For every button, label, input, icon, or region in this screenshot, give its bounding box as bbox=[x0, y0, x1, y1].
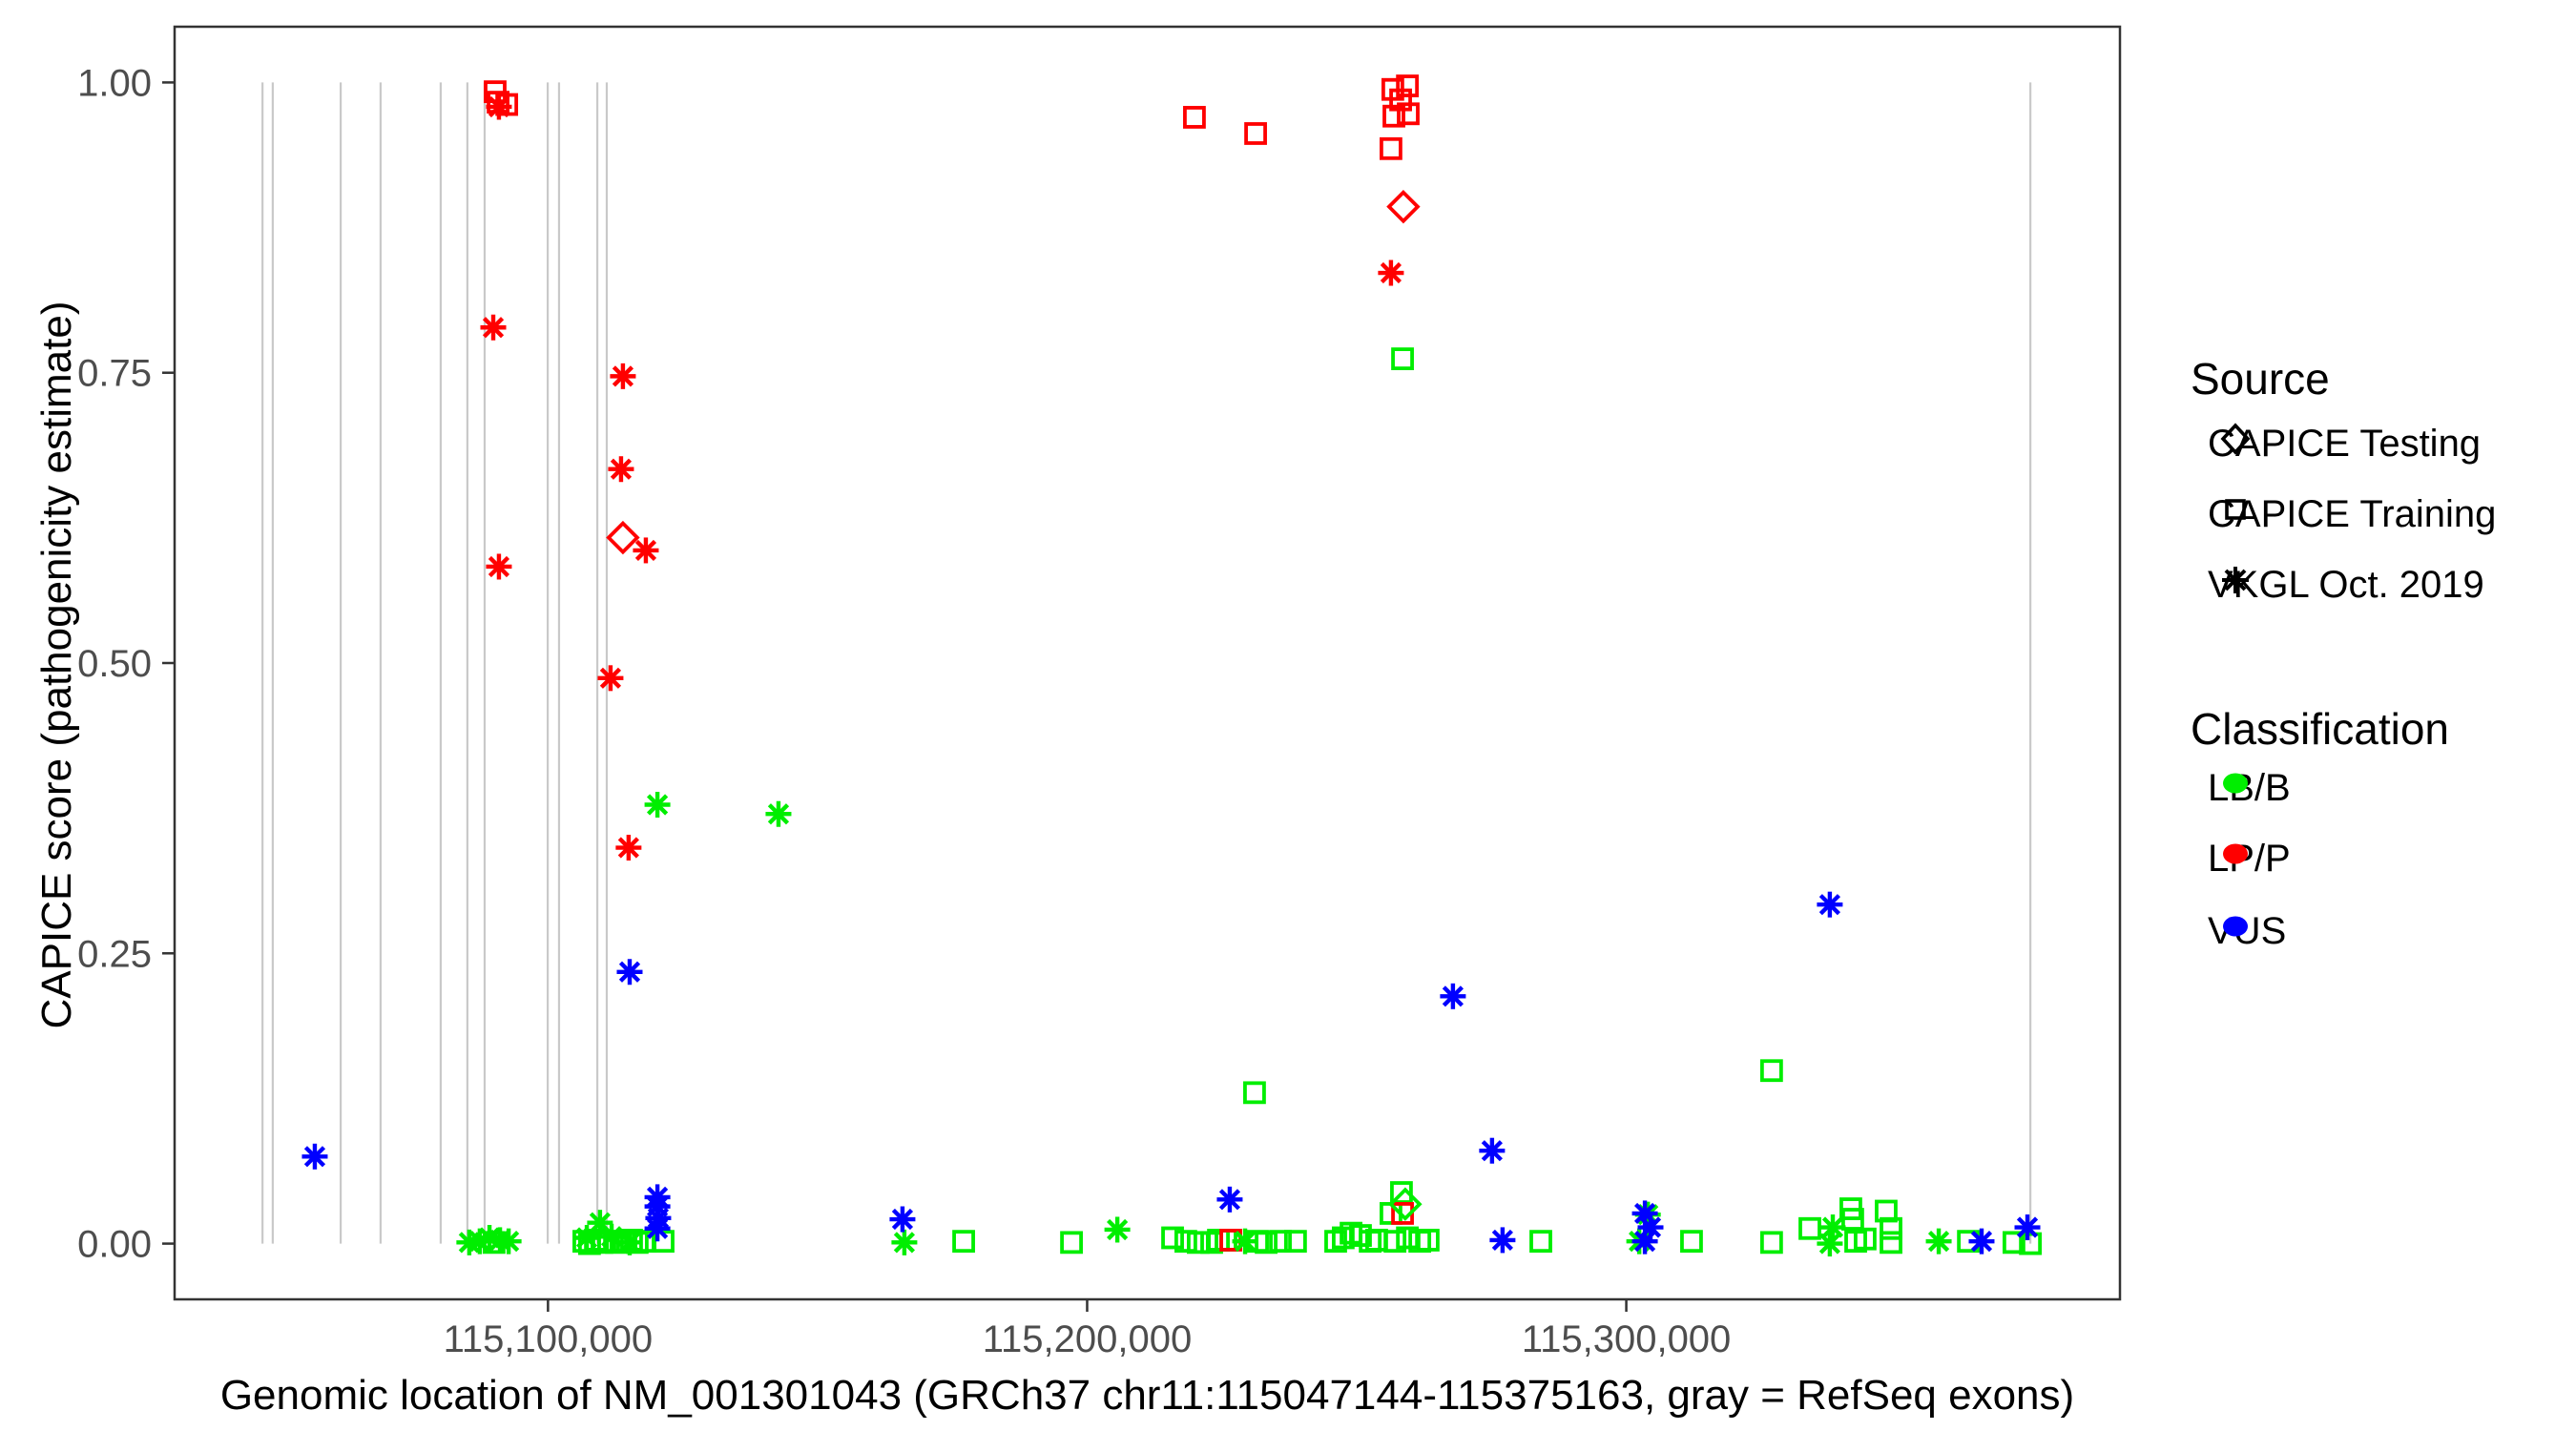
red-dot-icon bbox=[2223, 843, 2248, 864]
data-point-square bbox=[1380, 1202, 1402, 1225]
data-point-diamond bbox=[1386, 189, 1421, 224]
y-tick-label: 0.25 bbox=[77, 933, 152, 975]
data-point-square bbox=[1243, 1081, 1266, 1105]
legend-item-vkgl: VKGL Oct. 2019 bbox=[2185, 550, 2484, 620]
y-axis-title: CAPICE score (pathogenicity estimate) bbox=[33, 301, 80, 1029]
legend-item-lpp: LP/P bbox=[2185, 823, 2291, 894]
legend-item-label: CAPICE Training bbox=[2208, 492, 2497, 535]
data-point-square bbox=[1390, 1181, 1413, 1204]
data-point-asterisk bbox=[1216, 1186, 1243, 1213]
data-point-asterisk bbox=[1489, 1227, 1516, 1254]
data-point-asterisk bbox=[889, 1206, 916, 1233]
y-tick-label: 0.75 bbox=[77, 353, 152, 395]
data-point-asterisk bbox=[2014, 1214, 2041, 1241]
asterisk-key-icon bbox=[2222, 567, 2249, 593]
y-tick-label: 1.00 bbox=[77, 62, 152, 104]
data-point-square bbox=[1382, 104, 1405, 128]
green-dot-icon bbox=[2223, 773, 2248, 794]
data-point-square bbox=[2019, 1232, 2043, 1255]
legend-item-capice-training: CAPICE Training bbox=[2185, 479, 2496, 550]
y-tick-label: 0.00 bbox=[77, 1224, 152, 1266]
data-point-asterisk bbox=[1819, 1214, 1846, 1241]
data-point-square bbox=[1841, 1208, 1864, 1231]
legend-item-label: LP/P bbox=[2208, 837, 2291, 880]
data-point-square bbox=[1396, 74, 1420, 97]
data-point-asterisk bbox=[1479, 1137, 1506, 1164]
data-point-square bbox=[1759, 1059, 1783, 1083]
data-point-asterisk bbox=[495, 1228, 522, 1255]
data-point-asterisk bbox=[1232, 1228, 1258, 1255]
data-point-asterisk bbox=[644, 791, 671, 818]
data-point-asterisk bbox=[1104, 1216, 1131, 1243]
data-point-diamond bbox=[1388, 1187, 1423, 1221]
x-tick-label: 115,100,000 bbox=[444, 1318, 653, 1360]
data-point-asterisk bbox=[610, 363, 636, 389]
data-point-square bbox=[1060, 1231, 1083, 1255]
data-point-square bbox=[952, 1230, 975, 1254]
data-point-square bbox=[1854, 1227, 1877, 1251]
data-point-asterisk bbox=[616, 1229, 643, 1255]
data-point-asterisk bbox=[765, 800, 792, 827]
legend-item-vus: VUS bbox=[2185, 896, 2286, 966]
data-point-square bbox=[1380, 136, 1402, 160]
data-point-square bbox=[1416, 1229, 1440, 1252]
legend-title-source: Source bbox=[2191, 354, 2330, 404]
legend-title-classification: Classification bbox=[2191, 704, 2449, 754]
data-point-asterisk bbox=[597, 665, 624, 692]
legend-item-label: LB/B bbox=[2208, 766, 2291, 809]
data-point-square bbox=[1759, 1231, 1783, 1255]
data-point-asterisk bbox=[573, 1224, 600, 1251]
diamond-key-icon bbox=[2220, 423, 2251, 455]
data-point-asterisk bbox=[608, 456, 634, 483]
data-point-asterisk bbox=[1817, 1231, 1843, 1257]
data-point-asterisk bbox=[486, 93, 512, 120]
data-point-square bbox=[1529, 1230, 1552, 1254]
data-point-asterisk bbox=[598, 1223, 625, 1250]
legend-item-label: VKGL Oct. 2019 bbox=[2208, 563, 2484, 606]
data-point-square bbox=[1269, 1230, 1292, 1254]
y-tick-label: 0.50 bbox=[77, 643, 152, 685]
legend-item-capice-testing: CAPICE Testing bbox=[2185, 408, 2481, 479]
data-point-diamond bbox=[606, 520, 640, 555]
data-point-square bbox=[1183, 106, 1206, 129]
data-point-asterisk bbox=[1968, 1228, 1995, 1255]
square-key-icon bbox=[2225, 499, 2246, 520]
data-point-square bbox=[2002, 1231, 2025, 1255]
data-point-square bbox=[1161, 1226, 1184, 1250]
data-point-asterisk bbox=[1440, 983, 1466, 1009]
data-point-asterisk bbox=[301, 1143, 328, 1170]
data-point-asterisk bbox=[1925, 1228, 1952, 1255]
data-point-asterisk bbox=[486, 553, 512, 580]
legend-item-label: CAPICE Testing bbox=[2208, 422, 2482, 465]
x-tick-label: 115,200,000 bbox=[983, 1318, 1192, 1360]
x-tick-label: 115,300,000 bbox=[1522, 1318, 1731, 1360]
data-point-square bbox=[1283, 1230, 1307, 1254]
data-point-square bbox=[1397, 102, 1420, 126]
data-point-square bbox=[1798, 1216, 1821, 1240]
legend-item-label: VUS bbox=[2208, 909, 2287, 952]
data-point-asterisk bbox=[891, 1229, 918, 1255]
data-point-asterisk bbox=[644, 1215, 671, 1242]
data-point-asterisk bbox=[480, 314, 507, 341]
data-point-square bbox=[1880, 1216, 1902, 1240]
data-point-asterisk bbox=[1817, 891, 1843, 918]
data-point-asterisk bbox=[616, 959, 643, 985]
data-point-square bbox=[1391, 347, 1414, 371]
x-axis-title: Genomic location of NM_001301043 (GRCh37… bbox=[219, 1372, 2075, 1419]
data-point-square bbox=[1174, 1230, 1197, 1254]
blue-dot-icon bbox=[2223, 916, 2248, 937]
data-point-asterisk bbox=[633, 537, 659, 564]
data-point-asterisk bbox=[1378, 259, 1404, 286]
data-point-square bbox=[1680, 1230, 1703, 1254]
data-point-square bbox=[1383, 1230, 1407, 1254]
data-point-asterisk bbox=[615, 835, 642, 861]
data-point-asterisk bbox=[1631, 1228, 1658, 1255]
data-point-square bbox=[1880, 1231, 1902, 1255]
data-point-square bbox=[1389, 88, 1412, 112]
data-point-square bbox=[1244, 122, 1267, 145]
legend-item-lbb: LB/B bbox=[2185, 753, 2291, 823]
